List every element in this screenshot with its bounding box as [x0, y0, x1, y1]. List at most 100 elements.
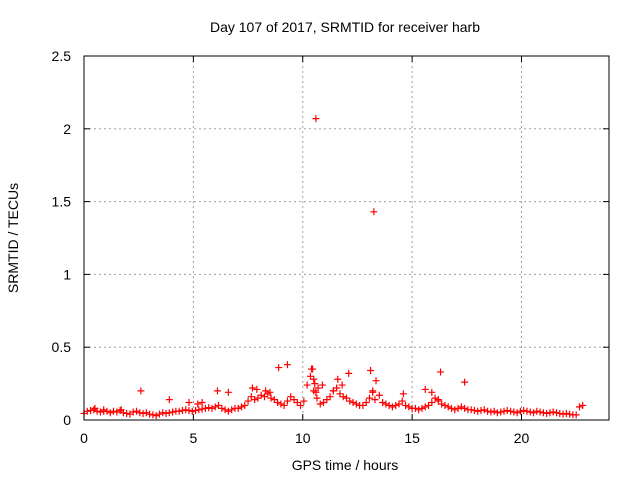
data-point — [480, 406, 488, 414]
data-point — [367, 366, 375, 374]
data-point — [399, 390, 407, 398]
data-point — [553, 409, 560, 417]
data-point — [194, 400, 202, 408]
data-point — [379, 399, 387, 407]
data-point — [441, 401, 449, 409]
data-point — [159, 409, 167, 417]
data-point — [185, 407, 193, 415]
y-tick-label: 0.5 — [52, 339, 72, 355]
data-point — [536, 408, 544, 416]
data-point — [90, 406, 98, 414]
data-point — [365, 394, 373, 402]
data-point — [311, 380, 319, 388]
data-point — [526, 408, 534, 416]
data-point — [123, 409, 131, 417]
data-point — [165, 409, 173, 417]
data-point — [513, 409, 521, 417]
data-point — [238, 403, 245, 411]
data-point — [346, 397, 354, 405]
data-point — [530, 409, 538, 417]
data-point — [251, 396, 259, 404]
data-point — [275, 364, 283, 372]
data-point — [91, 404, 99, 412]
data-point — [474, 407, 482, 415]
data-points — [80, 115, 587, 420]
y-tick-label: 1 — [63, 266, 71, 282]
x-tick-label: 5 — [189, 430, 197, 446]
x-axis-label: GPS time / hours — [292, 457, 399, 473]
data-point — [559, 410, 567, 418]
data-point — [100, 407, 108, 415]
data-point — [451, 406, 459, 414]
data-point — [428, 388, 436, 396]
data-point — [546, 409, 554, 417]
data-point — [461, 404, 469, 412]
data-point — [448, 404, 455, 412]
y-axis-label: SRMTID / TECUs — [5, 183, 21, 293]
data-point — [572, 411, 580, 419]
data-point — [280, 401, 288, 409]
data-point — [434, 397, 442, 405]
data-point — [549, 408, 557, 416]
y-tick-label: 1.5 — [52, 194, 72, 210]
data-point — [283, 361, 291, 369]
data-point — [201, 404, 209, 412]
data-point — [267, 394, 275, 402]
data-point — [248, 384, 256, 392]
data-point — [421, 403, 429, 411]
data-point — [257, 391, 265, 399]
data-point — [117, 406, 125, 414]
data-point — [139, 409, 147, 417]
data-point — [510, 408, 518, 416]
data-point — [523, 407, 531, 415]
data-point — [362, 399, 370, 407]
data-point — [297, 401, 305, 409]
data-point — [316, 400, 324, 408]
data-point — [224, 388, 232, 396]
x-tick-label: 10 — [295, 430, 311, 446]
data-point — [175, 407, 183, 415]
data-point — [411, 404, 419, 412]
data-point — [507, 407, 515, 415]
y-tick-label: 2.5 — [52, 48, 72, 64]
data-point — [142, 409, 150, 417]
data-point — [562, 409, 570, 417]
data-point — [477, 407, 485, 415]
data-point — [188, 407, 196, 415]
data-point — [326, 393, 334, 401]
y-tick-label: 2 — [63, 121, 71, 137]
data-point — [371, 396, 379, 404]
data-point — [329, 387, 337, 395]
data-point — [241, 401, 249, 409]
data-point — [208, 404, 216, 412]
data-point — [162, 409, 170, 417]
data-point — [338, 381, 346, 389]
data-point — [500, 407, 508, 415]
data-point — [312, 115, 320, 123]
data-point — [274, 399, 282, 407]
data-point — [579, 401, 587, 409]
data-point — [312, 388, 320, 396]
data-point — [402, 401, 410, 409]
data-point — [113, 408, 121, 416]
data-point — [129, 408, 137, 416]
data-point — [533, 407, 541, 415]
chart-title: Day 107 of 2017, SRMTID for receiver har… — [210, 19, 480, 35]
data-point — [300, 397, 308, 405]
data-point — [262, 387, 270, 395]
data-point — [375, 391, 383, 399]
data-point — [318, 381, 326, 389]
data-point — [313, 394, 321, 402]
data-point — [398, 397, 406, 405]
data-point — [205, 404, 213, 412]
x-tick-label: 20 — [514, 430, 530, 446]
data-point — [484, 407, 492, 415]
data-point — [228, 406, 236, 414]
data-point — [415, 406, 423, 414]
data-point — [539, 409, 547, 417]
data-point — [136, 409, 144, 417]
data-point — [487, 408, 495, 416]
data-point — [454, 404, 462, 412]
data-point — [314, 384, 322, 392]
